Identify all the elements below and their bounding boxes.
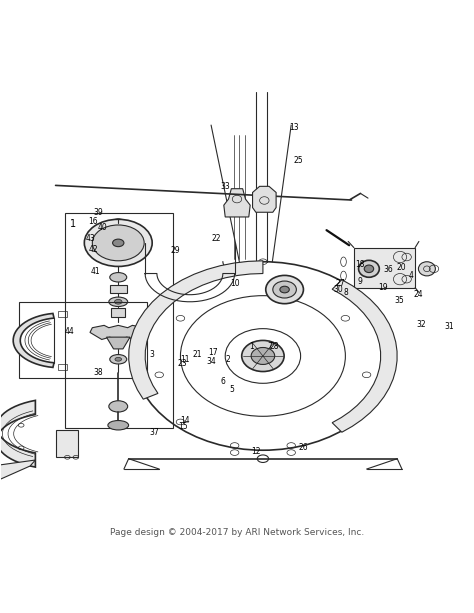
Ellipse shape xyxy=(109,297,128,306)
Text: 11: 11 xyxy=(181,355,190,364)
Ellipse shape xyxy=(358,261,379,277)
Text: 31: 31 xyxy=(444,322,454,331)
Text: 18: 18 xyxy=(355,259,364,268)
Ellipse shape xyxy=(280,286,289,293)
Text: 41: 41 xyxy=(91,267,100,276)
Text: Page design © 2004-2017 by ARI Network Services, Inc.: Page design © 2004-2017 by ARI Network S… xyxy=(110,528,364,537)
Bar xyxy=(65,213,173,428)
Text: 34: 34 xyxy=(206,357,216,366)
Bar xyxy=(55,430,78,457)
Text: 3: 3 xyxy=(150,350,155,359)
Bar xyxy=(58,364,67,370)
Text: 39: 39 xyxy=(93,208,103,217)
Ellipse shape xyxy=(113,239,124,246)
Text: 30: 30 xyxy=(333,284,343,294)
Text: 28: 28 xyxy=(269,342,279,351)
Polygon shape xyxy=(0,460,36,481)
Text: 42: 42 xyxy=(89,245,98,254)
Ellipse shape xyxy=(108,421,128,430)
Polygon shape xyxy=(90,326,146,340)
Text: 26: 26 xyxy=(298,443,308,452)
Text: 7: 7 xyxy=(267,342,273,351)
Polygon shape xyxy=(129,261,263,399)
Bar xyxy=(110,285,127,293)
Ellipse shape xyxy=(110,273,127,282)
Text: 22: 22 xyxy=(211,234,220,243)
Ellipse shape xyxy=(115,299,122,304)
Bar xyxy=(58,311,67,317)
Text: 27: 27 xyxy=(336,280,346,288)
Ellipse shape xyxy=(113,219,124,226)
Text: 2: 2 xyxy=(225,355,230,364)
Text: 20: 20 xyxy=(396,264,406,272)
Polygon shape xyxy=(13,313,54,367)
Ellipse shape xyxy=(251,348,275,365)
Text: 24: 24 xyxy=(414,290,423,299)
Text: 17: 17 xyxy=(209,348,218,357)
Text: 44: 44 xyxy=(65,327,74,335)
Ellipse shape xyxy=(92,225,144,261)
Ellipse shape xyxy=(273,281,296,298)
Text: 35: 35 xyxy=(395,296,404,305)
Text: 13: 13 xyxy=(289,123,298,132)
Text: 32: 32 xyxy=(416,320,426,329)
Text: 10: 10 xyxy=(230,280,239,288)
Ellipse shape xyxy=(242,340,284,371)
Text: 21: 21 xyxy=(192,350,202,359)
Polygon shape xyxy=(253,186,276,212)
Ellipse shape xyxy=(110,354,127,364)
Text: 8: 8 xyxy=(343,288,348,297)
Text: 1: 1 xyxy=(249,342,254,351)
Text: 33: 33 xyxy=(220,182,230,191)
Polygon shape xyxy=(332,280,397,432)
Text: 5: 5 xyxy=(230,386,235,394)
Text: 29: 29 xyxy=(171,246,181,256)
Text: 23: 23 xyxy=(178,359,188,368)
Text: 4: 4 xyxy=(409,272,414,280)
Text: 16: 16 xyxy=(89,217,98,226)
Polygon shape xyxy=(224,189,250,217)
Ellipse shape xyxy=(419,262,436,276)
Text: 15: 15 xyxy=(178,422,188,431)
Bar xyxy=(354,248,415,287)
Ellipse shape xyxy=(115,357,121,361)
Text: 25: 25 xyxy=(293,156,303,165)
Text: 19: 19 xyxy=(378,283,388,292)
Ellipse shape xyxy=(84,219,152,267)
Text: 9: 9 xyxy=(357,277,362,286)
Bar xyxy=(19,302,147,378)
Text: 38: 38 xyxy=(93,368,103,377)
Text: 14: 14 xyxy=(180,416,190,425)
Ellipse shape xyxy=(364,265,374,273)
Polygon shape xyxy=(0,400,36,467)
Text: 36: 36 xyxy=(383,265,392,274)
Text: 40: 40 xyxy=(98,223,108,232)
Text: 1: 1 xyxy=(71,219,76,229)
Text: 6: 6 xyxy=(220,378,225,386)
Text: 37: 37 xyxy=(150,428,159,437)
Polygon shape xyxy=(107,337,130,349)
Ellipse shape xyxy=(266,275,303,303)
Text: 43: 43 xyxy=(86,234,96,243)
Ellipse shape xyxy=(109,401,128,412)
Bar xyxy=(111,308,125,317)
Text: 12: 12 xyxy=(251,447,261,456)
